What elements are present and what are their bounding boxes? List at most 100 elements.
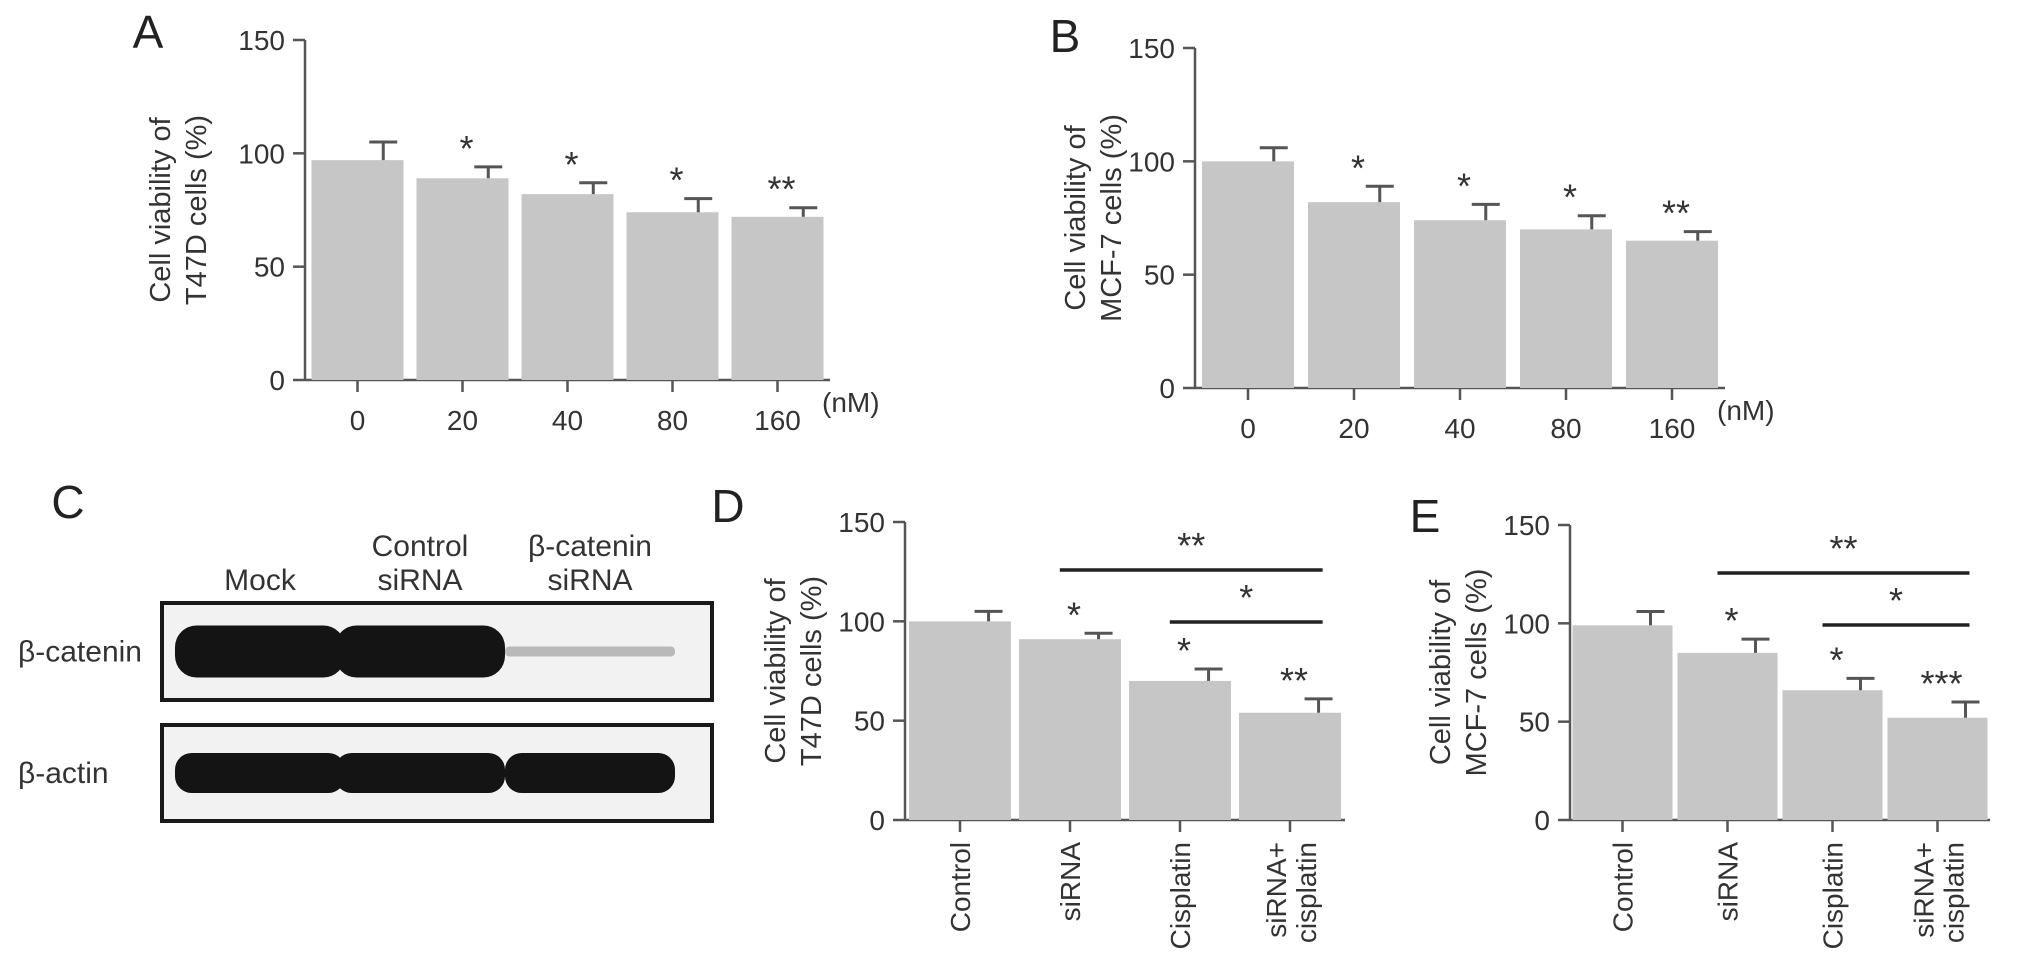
comparison-marker: ** [1829,528,1857,569]
panel-a-chart: A 0 50 100 150 Cell viability of T47D cells (%… [133,6,880,436]
significance-marker: ** [1280,660,1308,701]
bar [731,216,824,380]
x-tick-label-line: cisplatin [1939,842,1970,943]
panel-letter-e: E [1410,490,1441,542]
bar [1626,240,1718,388]
panel-b-chart: B 0 50 100 150 Cell viability of MCF-7 cells (… [1050,10,1775,444]
significance-marker: * [564,144,578,185]
y-axis-label: Cell viability of T47D cells (%) [145,115,213,305]
bar [1414,220,1506,388]
x-tick-label: siRNA [1055,842,1086,922]
x-tick-label-line: siRNA+ [1909,842,1940,938]
bar [416,178,509,380]
blot-band [505,753,675,793]
x-tick-label-line: siRNA+ [1261,842,1292,938]
y-axis-label: Cell viability of MCF-7 cells (%) [1060,114,1128,322]
significance-marker: * [1457,165,1471,206]
x-tick-label-line: Control [945,842,976,932]
y-tick-label: 0 [1534,805,1550,836]
y-tick-label: 100 [1503,608,1550,639]
x-tick-label-line: Cisplatin [1165,842,1196,949]
y-tick-label: 100 [1128,146,1175,177]
blot-lane-label: siRNA [547,564,632,597]
x-tick-label: 40 [1444,413,1475,444]
blot-lane-label: Mock [224,564,297,597]
panel-c-western-blot: CMockControlsiRNAβ-cateninsiRNAβ-catenin… [18,476,714,823]
y-tick-label: 100 [838,606,885,637]
x-tick-label: 160 [754,405,801,436]
x-tick-label: Cisplatin [1165,842,1196,949]
y-tick-label: 150 [238,25,285,56]
panel-letter-d: D [711,480,744,532]
x-tick-label-line: siRNA [1713,842,1744,922]
blot-lane-label: siRNA [377,564,462,597]
x-tick-label: 80 [657,405,688,436]
y-axis-label-line: T47D cells (%) [181,115,213,305]
x-tick-label: 160 [1649,413,1696,444]
bar [1202,161,1294,388]
panel-letter-c: C [51,476,84,528]
bar [1019,639,1121,820]
x-axis-unit: (nM) [822,387,880,418]
significance-marker: * [459,128,473,169]
bar [1520,229,1612,388]
significance-marker: ** [1662,193,1690,234]
x-tick-label: Control [945,842,976,932]
x-tick-label: 0 [350,405,366,436]
comparison-marker: * [1889,580,1903,621]
x-tick-label: siRNA+cisplatin [1261,842,1322,943]
y-tick-label: 150 [1503,510,1550,541]
blot-band [505,646,675,657]
significance-marker: * [669,160,683,201]
panel-d-chart: D 0 50 100 150 Cell viability of T47D cells (%… [711,480,1345,949]
significance-marker: *** [1920,663,1962,704]
bar [1239,712,1341,820]
y-tick-label: 0 [869,805,885,836]
y-tick-label: 0 [269,365,285,396]
blot-band [335,753,505,793]
x-tick-label: 0 [1240,413,1256,444]
significance-marker: * [1067,594,1081,635]
blot-band [175,753,345,793]
y-axis-label: Cell viability of MCF-7 cells (%) [1425,569,1493,777]
bar [521,194,614,380]
bar [1887,717,1988,820]
bar [1572,625,1673,820]
y-axis-label-line: Cell viability of [1425,579,1457,765]
y-axis-label-line: MCF-7 cells (%) [1096,114,1128,322]
x-tick-label-line: cisplatin [1291,842,1322,943]
bar [1129,680,1231,820]
y-axis-label-line: Cell viability of [1060,124,1092,310]
x-tick-label: 40 [552,405,583,436]
blot-band [335,625,505,678]
significance-marker: * [1177,630,1191,671]
y-tick-label: 50 [254,252,285,283]
x-tick-label: 20 [447,405,478,436]
y-axis-label: Cell viability of T47D cells (%) [760,576,828,766]
y-axis-label-line: Cell viability of [760,577,792,763]
y-tick-label: 0 [1159,373,1175,404]
y-tick-label: 150 [1128,33,1175,64]
x-tick-label: siRNA [1713,842,1744,922]
x-axis-unit: (nM) [1717,395,1775,426]
bar [909,621,1011,820]
x-tick-label-line: Cisplatin [1818,842,1849,949]
y-axis-label-line: MCF-7 cells (%) [1461,569,1493,777]
y-tick-label: 150 [838,507,885,538]
significance-marker: * [1351,147,1365,188]
y-axis-label-line: T47D cells (%) [796,576,828,766]
comparison-marker: ** [1177,525,1205,566]
panel-letter-b: B [1050,10,1081,62]
x-tick-label: 20 [1338,413,1369,444]
significance-marker: * [1563,177,1577,218]
blot-row-label: β-catenin [18,636,142,669]
y-axis-label-line: Cell viability of [145,116,177,302]
x-tick-label-line: siRNA [1055,842,1086,922]
y-tick-label: 100 [238,138,285,169]
significance-marker: ** [767,169,795,210]
panel-e-chart: E 0 50 100 150 Cell viability of MCF-7 cells (… [1410,490,1990,949]
blot-row-label: β-actin [18,757,109,790]
x-tick-label: siRNA+cisplatin [1909,842,1970,943]
significance-marker: * [1724,600,1738,641]
